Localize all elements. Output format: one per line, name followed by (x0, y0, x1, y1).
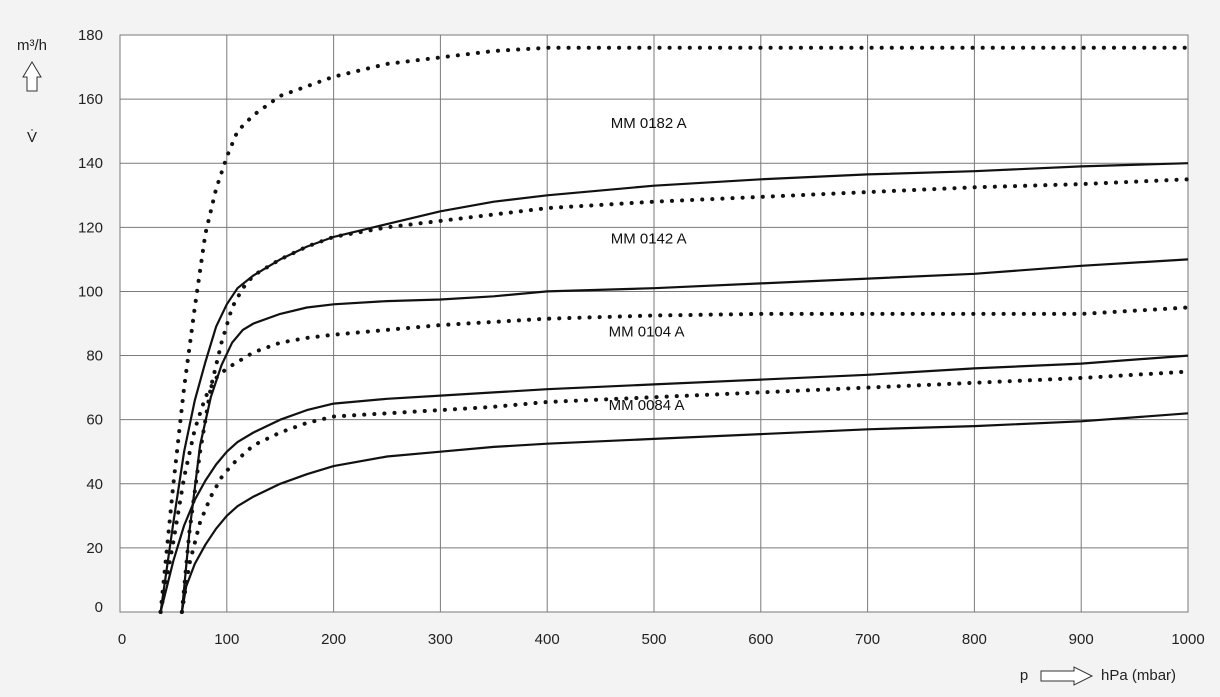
y-axis-unit: m³/h (17, 37, 47, 54)
series-line-7-dotted (179, 369, 1190, 614)
y-tick-label: 120 (78, 219, 103, 236)
y-tick-label: 80 (86, 348, 103, 365)
x-tick-label: 0 (118, 631, 126, 648)
series-line-6-solid (159, 354, 1189, 613)
x-axis-symbol: p (1020, 667, 1028, 684)
series-label: MM 0142 A (611, 230, 687, 247)
y-tick-label: 20 (86, 540, 103, 557)
series-line-3-dotted (179, 177, 1190, 614)
series-labels: MM 0182 A MM 0142 A MM 0104 A MM 0084 A (609, 115, 687, 414)
series-line-8-solid (180, 412, 1189, 613)
x-tick-label: 600 (748, 631, 773, 648)
x-tick-label: 300 (428, 631, 453, 648)
y-tick-label: 180 (78, 27, 103, 44)
x-tick-label: 400 (535, 631, 560, 648)
y-tick-label: 140 (78, 155, 103, 172)
y-tick-label: 160 (78, 91, 103, 108)
x-tick-label: 900 (1069, 631, 1094, 648)
series-line-5-dotted (158, 305, 1190, 614)
x-axis-ticks: 0 100 200 300 400 500 600 700 800 900 1000 (118, 631, 1205, 648)
y-tick-label: 40 (86, 476, 103, 493)
x-tick-label: 800 (962, 631, 987, 648)
series-label: MM 0182 A (611, 115, 687, 132)
x-tick-label: 100 (214, 631, 239, 648)
series-group (158, 45, 1190, 614)
series-line-4-solid (180, 258, 1189, 613)
x-axis-unit: hPa (mbar) (1101, 667, 1176, 684)
y-axis-symbol: V̇ (27, 129, 37, 146)
y-tick-label: 60 (86, 412, 103, 429)
y-axis-ticks: 0 20 40 60 80 100 120 140 160 180 (78, 27, 103, 616)
y-tick-label: 0 (95, 599, 103, 616)
x-tick-label: 200 (321, 631, 346, 648)
x-tick-label: 500 (641, 631, 666, 648)
x-axis-arrow-icon (1040, 666, 1094, 686)
series-label: MM 0104 A (609, 323, 685, 340)
y-axis-arrow-icon (22, 61, 42, 92)
x-tick-label: 700 (855, 631, 880, 648)
series-line-1-dotted (158, 45, 1190, 614)
series-label: MM 0084 A (609, 397, 685, 414)
y-tick-label: 100 (78, 283, 103, 300)
x-tick-label: 1000 (1171, 631, 1204, 648)
